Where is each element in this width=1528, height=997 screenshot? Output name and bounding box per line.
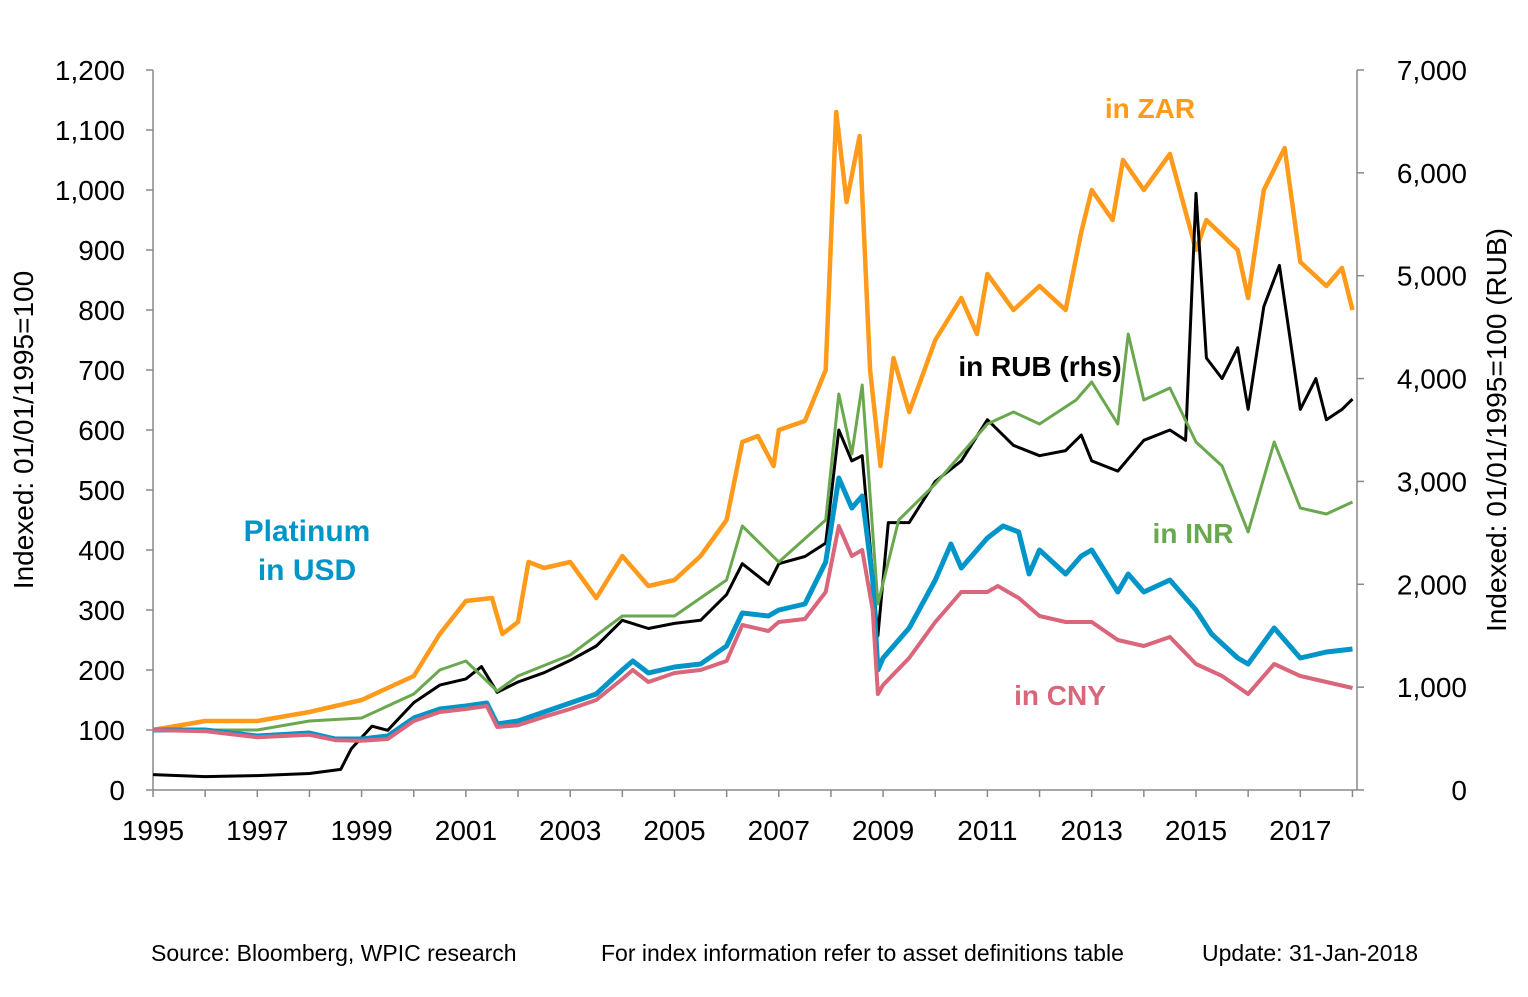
y-tick-label-right: 5,000 <box>1397 261 1467 292</box>
y-tick-label-right: 6,000 <box>1397 158 1467 189</box>
y-tick-label-right: 0 <box>1451 775 1467 806</box>
x-tick-label: 2017 <box>1269 815 1331 846</box>
y-tick-label-right: 7,000 <box>1397 55 1467 86</box>
y-tick-label-right: 1,000 <box>1397 672 1467 703</box>
series-line-in-zar <box>152 109 1355 733</box>
y-tick-label-left: 0 <box>109 775 125 806</box>
x-tick-label: 2011 <box>957 815 1017 846</box>
x-tick-label: 2003 <box>539 815 601 846</box>
label-inr: in INR <box>1153 518 1234 549</box>
x-tick-label: 2009 <box>852 815 914 846</box>
y-tick-label-left: 400 <box>78 535 125 566</box>
y-tick-label-right: 2,000 <box>1397 569 1467 600</box>
x-tick-label: 2001 <box>435 815 497 846</box>
label-usd-line2: in USD <box>258 554 356 587</box>
y-tick-label-right: 4,000 <box>1397 364 1467 395</box>
x-tick-label: 1999 <box>330 815 392 846</box>
y-tick-label-left: 1,100 <box>55 115 125 146</box>
x-tick-label: 1997 <box>226 815 288 846</box>
footer-note: For index information refer to asset def… <box>601 940 1124 966</box>
y-tick-label-left: 500 <box>78 475 125 506</box>
footer-update: Update: 31-Jan-2018 <box>1202 940 1419 966</box>
series-line-in-cny <box>152 524 1353 743</box>
y-tick-label-left: 800 <box>78 295 125 326</box>
y-tick-label-right: 3,000 <box>1397 466 1467 497</box>
label-rub: in RUB (rhs) <box>958 351 1121 382</box>
x-tick-label: 2005 <box>643 815 705 846</box>
footer-source: Source: Bloomberg, WPIC research <box>151 940 517 966</box>
x-tick-label: 2007 <box>748 815 810 846</box>
y-tick-label-left: 900 <box>78 235 125 266</box>
y-tick-label-left: 1,000 <box>55 175 125 206</box>
y-tick-label-left: 700 <box>78 355 125 386</box>
y-axis-label-left: Indexed: 01/01/1995=100 <box>8 271 39 589</box>
series-line-in-inr <box>153 332 1354 732</box>
chart: 0 100 200 300 400 500 600 700 800 900 1,000 1,100 1,… <box>8 55 1512 846</box>
x-tick-label: 2015 <box>1165 815 1227 846</box>
label-cny: in CNY <box>1014 680 1106 711</box>
x-tick-label: 1995 <box>122 815 184 846</box>
y-tick-label-left: 1,200 <box>55 55 125 86</box>
x-tick-label: 2013 <box>1061 815 1123 846</box>
y-tick-label-left: 100 <box>78 715 125 746</box>
series-line-platinum-in-usd <box>153 475 1353 742</box>
y-tick-label-left: 600 <box>78 415 125 446</box>
y-axis-label-right: Indexed: 01/01/1995=100 (RUB) <box>1481 228 1512 632</box>
label-zar: in ZAR <box>1105 93 1195 124</box>
series-line-in-rub-rhs <box>152 191 1354 779</box>
label-usd-line1: Platinum <box>244 515 371 548</box>
y-tick-label-left: 300 <box>78 595 125 626</box>
y-tick-label-left: 200 <box>78 655 125 686</box>
